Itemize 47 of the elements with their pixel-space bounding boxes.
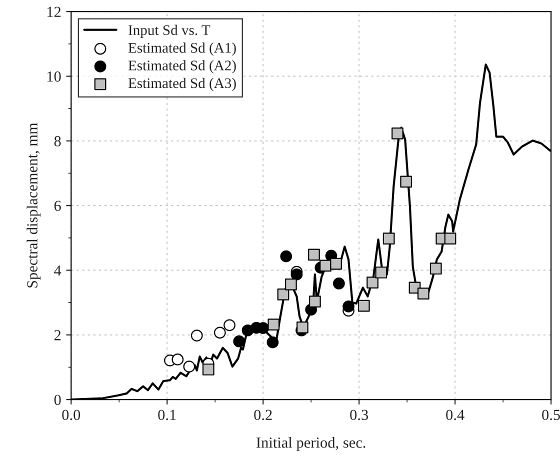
legend-label: Estimated Sd (A1) xyxy=(128,42,236,56)
y-tick-label: 0 xyxy=(54,394,61,406)
point xyxy=(332,278,345,290)
y-tick-label: 8 xyxy=(54,136,61,146)
point xyxy=(375,266,388,278)
y-tick-label: 2 xyxy=(54,330,61,340)
y-tick-label: 12 xyxy=(47,6,61,17)
point xyxy=(308,296,321,308)
point xyxy=(280,250,292,262)
point xyxy=(392,128,404,140)
x-tick-label: 0.3 xyxy=(350,410,368,420)
point xyxy=(366,276,378,288)
point xyxy=(284,278,297,290)
point xyxy=(224,319,236,332)
x-tick-label: 0.4 xyxy=(446,410,464,420)
y-tick-label: 10 xyxy=(47,71,61,82)
point xyxy=(172,354,184,366)
point xyxy=(183,360,196,373)
y-tick-label: 4 xyxy=(54,265,62,276)
point xyxy=(266,336,279,348)
point xyxy=(382,232,395,244)
point xyxy=(400,176,412,188)
point xyxy=(417,288,430,300)
point xyxy=(330,258,342,270)
point xyxy=(308,248,320,261)
x-tick-label: 0.2 xyxy=(254,410,272,420)
point xyxy=(190,330,203,342)
point xyxy=(277,288,290,300)
legend-label: Estimated Sd (A2) xyxy=(128,60,236,74)
x-tick-label: 0.5 xyxy=(542,410,560,420)
point xyxy=(358,300,370,312)
point xyxy=(342,300,354,312)
y-axis-title: Spectral displacement, mm xyxy=(26,122,41,288)
legend-label: Estimated Sd (A3) xyxy=(128,78,236,92)
point xyxy=(430,262,442,275)
x-tick-label: 0.1 xyxy=(158,410,176,420)
point xyxy=(214,326,226,339)
x-axis-title: Initial period, sec. xyxy=(256,437,366,451)
y-tick-label: 6 xyxy=(54,200,61,212)
point xyxy=(296,322,308,334)
point xyxy=(290,268,303,280)
point xyxy=(202,364,214,376)
point xyxy=(233,335,246,348)
x-tick-label: 0.0 xyxy=(62,410,80,420)
point xyxy=(444,232,456,244)
legend-label: Input Sd vs. T xyxy=(128,24,210,38)
point xyxy=(268,318,280,330)
